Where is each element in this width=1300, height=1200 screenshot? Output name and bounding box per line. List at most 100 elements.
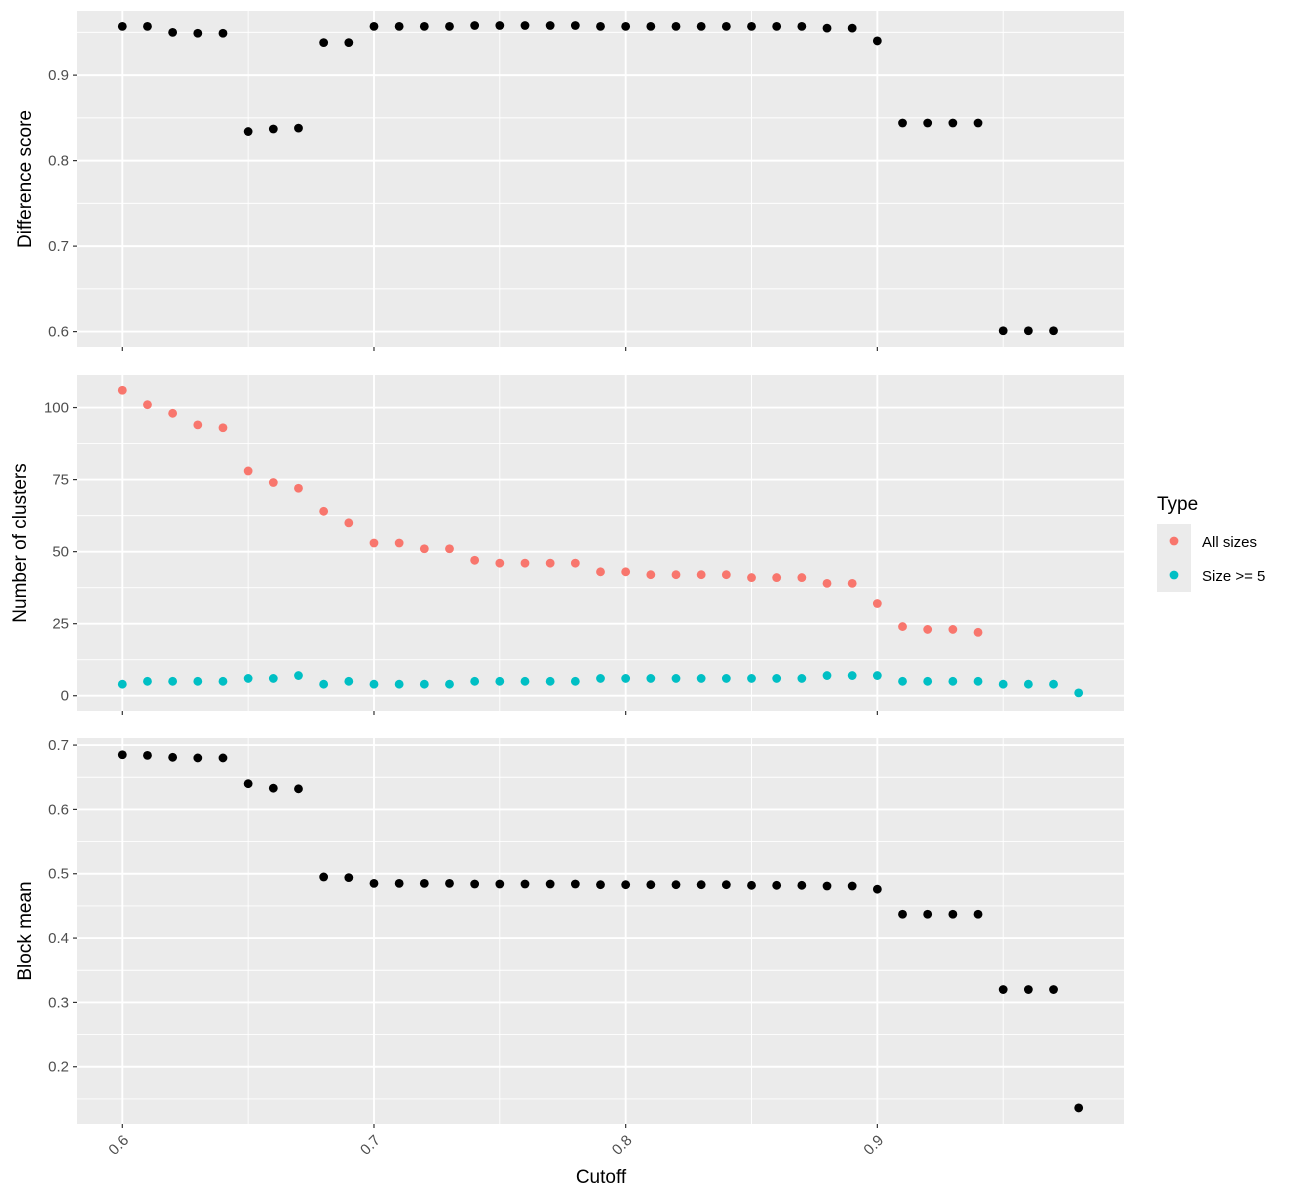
y-tick-label: 75 [52,472,69,489]
data-point [268,674,278,683]
x-tick-label: 0.8 [609,1132,636,1159]
data-point [445,878,454,888]
data-point [621,674,631,683]
data-point [721,674,731,683]
data-point [772,880,782,890]
y-tick-label: 100 [44,400,69,417]
data-point [596,21,605,31]
data-point [419,878,429,888]
series-points [117,21,1058,336]
data-point [822,671,832,680]
data-point [243,779,253,789]
data-point [319,506,329,516]
data-point [570,558,580,568]
data-point [470,21,480,30]
data-point [596,880,605,890]
data-point [545,558,555,568]
data-point [973,909,983,919]
y-tick-label: 0 [61,688,69,705]
data-point [193,753,203,763]
data-point [646,674,656,683]
data-point [671,674,681,683]
data-point [495,21,505,30]
data-point [520,21,530,30]
data-point [998,679,1008,689]
data-point [243,674,253,683]
data-point [520,676,530,686]
data-point [1074,688,1084,698]
data-point [671,570,681,580]
data-point [344,38,354,48]
data-point [495,879,505,889]
data-point [394,878,404,888]
data-point [193,676,203,686]
data-point [419,679,429,689]
y-tick-label: 0.7 [48,737,69,754]
data-point [117,750,127,760]
data-point [570,676,580,686]
data-point [721,570,731,580]
data-point [696,21,706,31]
x-tick-label: 0.7 [357,1132,384,1159]
panel-2: 0 25 50 75 100 Number of clusters [10,375,1124,715]
data-point [772,573,782,582]
y-tick-label: 0.6 [48,801,69,818]
data-point [319,38,329,48]
data-point [268,124,278,134]
data-point [218,28,228,38]
data-point [898,676,907,686]
data-point [822,23,832,33]
data-point [973,676,983,686]
data-point [973,118,983,128]
data-point [143,400,152,410]
data-point [923,676,933,686]
data-point [1049,985,1058,994]
legend-label-size-ge-5: Size >= 5 [1202,568,1265,585]
data-point [948,676,958,686]
data-point [470,676,480,686]
data-point [294,123,303,133]
y-tick-label: 0.4 [48,930,69,947]
legend-title: Type [1157,494,1198,515]
data-point [319,872,329,882]
data-point [948,118,958,128]
data-point [797,674,807,683]
data-point [243,127,253,136]
legend-key-point [1169,570,1179,580]
data-point [545,879,555,889]
data-point [948,625,958,634]
data-point [898,622,907,631]
data-point [797,880,807,890]
data-point [545,676,555,686]
y-tick-label: 0.2 [48,1059,69,1076]
data-point [621,21,631,31]
series-points [117,750,1084,1113]
panel-background [77,375,1124,711]
data-point [143,21,152,31]
panel-background [77,11,1124,347]
data-point [923,625,933,634]
data-point [495,558,505,568]
data-point [369,878,379,888]
data-point [520,879,530,889]
data-point [847,578,857,588]
data-point [696,674,706,683]
data-point [596,674,605,683]
data-point [168,27,178,37]
data-point [747,880,756,890]
data-point [923,118,933,128]
x-tick-labels: 0.6 0.7 0.8 0.9 [105,1132,887,1159]
y-tick-label: 0.8 [48,153,69,170]
data-point [898,909,907,919]
data-point [294,784,303,794]
data-point [445,544,454,554]
data-point [243,466,253,476]
y-axis-title: Block mean [15,881,36,980]
data-point [117,21,127,31]
data-point [721,21,731,31]
data-point [822,881,832,891]
data-point [117,385,127,395]
data-point [218,423,228,433]
data-point [143,750,152,760]
y-tick-label: 0.6 [48,324,69,341]
